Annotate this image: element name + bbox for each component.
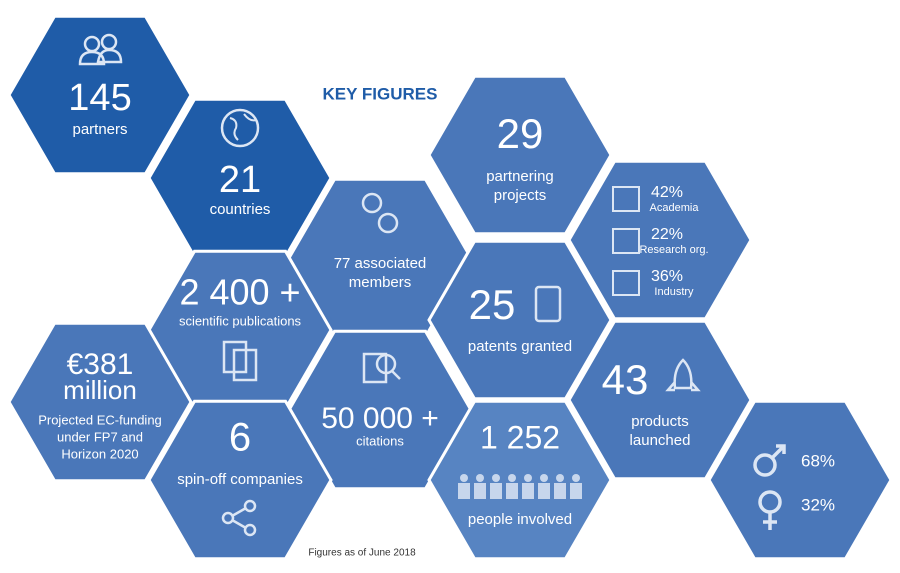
hex-text: citations [356, 433, 404, 448]
hex-text: Industry [654, 286, 694, 298]
hex [567, 159, 753, 321]
hex-text: million [63, 375, 137, 405]
hex-text: 22% [651, 226, 683, 243]
hex-text: Horizon 2020 [61, 446, 138, 461]
hex-text: products [631, 413, 689, 430]
icon [612, 228, 640, 254]
icon [753, 453, 777, 477]
hex-text: 32% [801, 495, 835, 514]
icon [556, 474, 564, 482]
icon [538, 483, 550, 499]
hex-text: patents granted [468, 338, 572, 355]
hex-text: 145 [68, 77, 131, 119]
hex-text: partnering [486, 168, 554, 185]
hex-text: spin-off companies [177, 471, 303, 488]
icon [508, 474, 516, 482]
icon [377, 212, 399, 234]
icon [612, 186, 640, 212]
icon [524, 474, 532, 482]
icon [540, 474, 548, 482]
hex-text: 21 [219, 159, 261, 201]
icon [506, 483, 518, 499]
hex-text: launched [630, 432, 691, 449]
hex-text: Academia [650, 202, 700, 214]
hex-text: 6 [229, 416, 251, 460]
hex [427, 239, 613, 401]
hex [427, 399, 613, 561]
icon [458, 483, 470, 499]
icon [232, 348, 258, 382]
icon [534, 285, 562, 323]
hex-text: scientific publications [179, 313, 302, 328]
hex-text: 1 252 [480, 419, 560, 455]
hex-text: 77 associated [334, 255, 427, 272]
icon [221, 511, 235, 525]
hex-text: 42% [651, 184, 683, 201]
icon [460, 474, 468, 482]
hex [7, 14, 193, 176]
hex [7, 321, 193, 483]
hex-text: Research org. [639, 244, 708, 256]
icon [474, 483, 486, 499]
icon [362, 352, 388, 384]
icon [763, 512, 777, 530]
hex [147, 399, 333, 561]
icon [476, 474, 484, 482]
hex [427, 74, 613, 236]
hex-text: projects [494, 187, 547, 204]
title: KEY FIGURES [323, 84, 438, 103]
icon [612, 270, 640, 296]
icon [375, 353, 397, 375]
hex [567, 319, 753, 481]
icon [665, 358, 701, 392]
icon [361, 192, 383, 214]
icon [490, 483, 502, 499]
hex-text: 2 400 + [179, 272, 300, 313]
hex-text: under FP7 and [57, 429, 143, 444]
icon [570, 483, 582, 499]
footnote: Figures as of June 2018 [308, 548, 416, 559]
icon [770, 444, 786, 460]
icon [231, 506, 247, 530]
icon [229, 113, 257, 141]
icon [220, 108, 260, 148]
hex-text: 68% [801, 451, 835, 470]
hex-text: €381 [67, 348, 134, 381]
icon [243, 523, 257, 537]
hex-text: people involved [468, 511, 572, 528]
icon [522, 483, 534, 499]
hex-text: 43 [602, 356, 649, 403]
icon [572, 474, 580, 482]
hex-text: Projected EC-funding [38, 412, 162, 427]
hex [707, 399, 893, 561]
hex-text: 36% [651, 268, 683, 285]
icon [554, 483, 566, 499]
icon [78, 48, 123, 66]
hex-text: members [349, 274, 412, 291]
hex-text: partners [72, 121, 127, 138]
icon [391, 370, 401, 380]
icon [492, 474, 500, 482]
hex-text: 25 [469, 281, 516, 328]
hex-text: 29 [497, 110, 544, 157]
hex-text: 50 000 + [321, 402, 439, 435]
icon [243, 499, 257, 513]
hex-text: countries [210, 201, 271, 218]
